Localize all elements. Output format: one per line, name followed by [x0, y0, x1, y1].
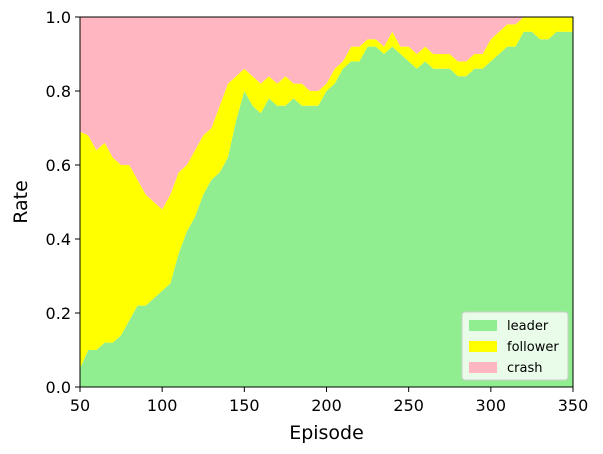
- legend-label-leader: leader: [507, 319, 549, 334]
- y-tick-label: 0.8: [46, 82, 71, 101]
- x-axis-ticks: 50 100 150 200 250 300 350: [70, 387, 588, 415]
- area-leader: [80, 31, 573, 388]
- legend-swatch-leader: [469, 320, 497, 331]
- legend: leader follower crash: [461, 311, 569, 381]
- area-crash: [80, 17, 573, 210]
- y-tick-label: 0.6: [46, 156, 71, 175]
- y-axis-label: Rate: [10, 180, 32, 224]
- y-axis-ticks: 0.0 0.2 0.4 0.6 0.8 1.0: [46, 8, 80, 397]
- x-tick-label: 200: [311, 396, 342, 415]
- x-tick-label: 100: [147, 396, 178, 415]
- y-tick-label: 1.0: [46, 8, 71, 27]
- legend-label-follower: follower: [507, 340, 559, 355]
- legend-swatch-follower: [469, 341, 497, 352]
- x-axis-label: Episode: [289, 422, 364, 444]
- x-tick-label: 350: [558, 396, 589, 415]
- y-tick-label: 0.4: [46, 230, 71, 249]
- x-tick-label: 250: [393, 396, 424, 415]
- legend-label-crash: crash: [507, 361, 542, 376]
- area-follower: [80, 17, 573, 369]
- x-tick-label: 150: [229, 396, 260, 415]
- x-tick-label: 50: [70, 396, 90, 415]
- y-tick-label: 0.2: [46, 304, 71, 323]
- y-tick-label: 0.0: [46, 378, 71, 397]
- legend-swatch-crash: [469, 362, 497, 373]
- x-tick-label: 300: [476, 396, 507, 415]
- area-layer: [80, 17, 573, 388]
